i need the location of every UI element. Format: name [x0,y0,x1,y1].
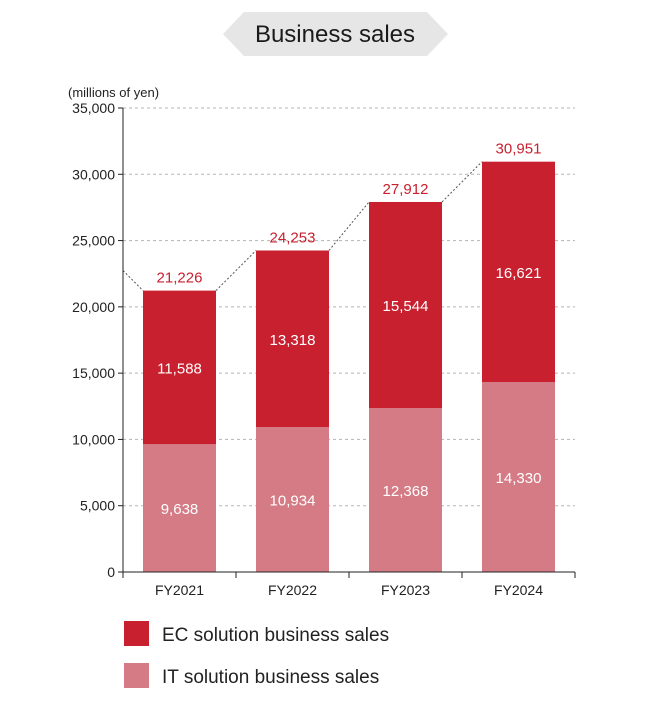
bar-segment-ec [143,290,216,445]
y-tick-label: 35,000 [72,100,115,116]
data-label-ec: 15,544 [383,298,429,315]
y-tick-label: 10,000 [72,431,115,447]
x-axis-ticks: FY2021 FY2022 FY2023 FY2024 [122,572,576,598]
y-tick-label: 15,000 [72,365,115,381]
trend-lines [122,161,483,291]
trend-line [328,201,370,251]
bar-segment-ec [369,201,442,409]
total-label: 27,912 [383,181,429,198]
data-label-it: 12,368 [383,483,429,500]
bar-segment-it [143,444,216,572]
data-label-it: 10,934 [270,493,316,510]
x-tick-label: FY2023 [381,582,430,598]
bar-segment-ec [256,250,329,428]
y-tick-label: 20,000 [72,299,115,315]
x-tick-label: FY2022 [268,582,317,598]
bars [143,161,555,572]
y-tick-label: 5,000 [80,498,115,514]
title-banner [223,12,448,56]
legend-swatch-ec [124,621,149,646]
y-tick-label: 25,000 [72,233,115,249]
data-label-ec: 16,621 [496,265,542,282]
y-tick-label: 30,000 [72,166,115,182]
trend-line [441,161,483,203]
legend: EC solution business sales IT solution b… [124,621,389,688]
bar-segment-it [482,382,555,572]
trend-line [215,250,257,291]
legend-swatch-it [124,663,149,688]
trend-line [122,270,144,291]
data-label-ec: 13,318 [270,332,316,349]
x-tick-label: FY2024 [494,582,543,598]
total-label: 30,951 [496,141,542,158]
bar-segment-it [256,427,329,572]
chart-title: Business sales [255,21,415,48]
total-label: 24,253 [270,229,316,246]
data-labels: 9,638 11,588 21,226 10,934 13,318 24,253 12,36… [157,141,542,518]
y-tick-label: 0 [107,564,115,580]
legend-label-it: IT solution business sales [162,667,379,688]
x-tick-label: FY2021 [155,582,204,598]
data-label-it: 14,330 [496,470,542,487]
unit-label: (millions of yen) [68,85,159,100]
data-label-it: 9,638 [161,501,199,518]
data-label-ec: 11,588 [157,360,202,377]
total-label: 21,226 [157,270,203,287]
bar-segment-ec [482,161,555,383]
legend-label-ec: EC solution business sales [162,625,389,646]
bar-segment-it [369,408,442,572]
y-axis-ticks: 0 5,000 10,000 15,000 20,000 25,000 30,000 35,0… [72,100,123,580]
